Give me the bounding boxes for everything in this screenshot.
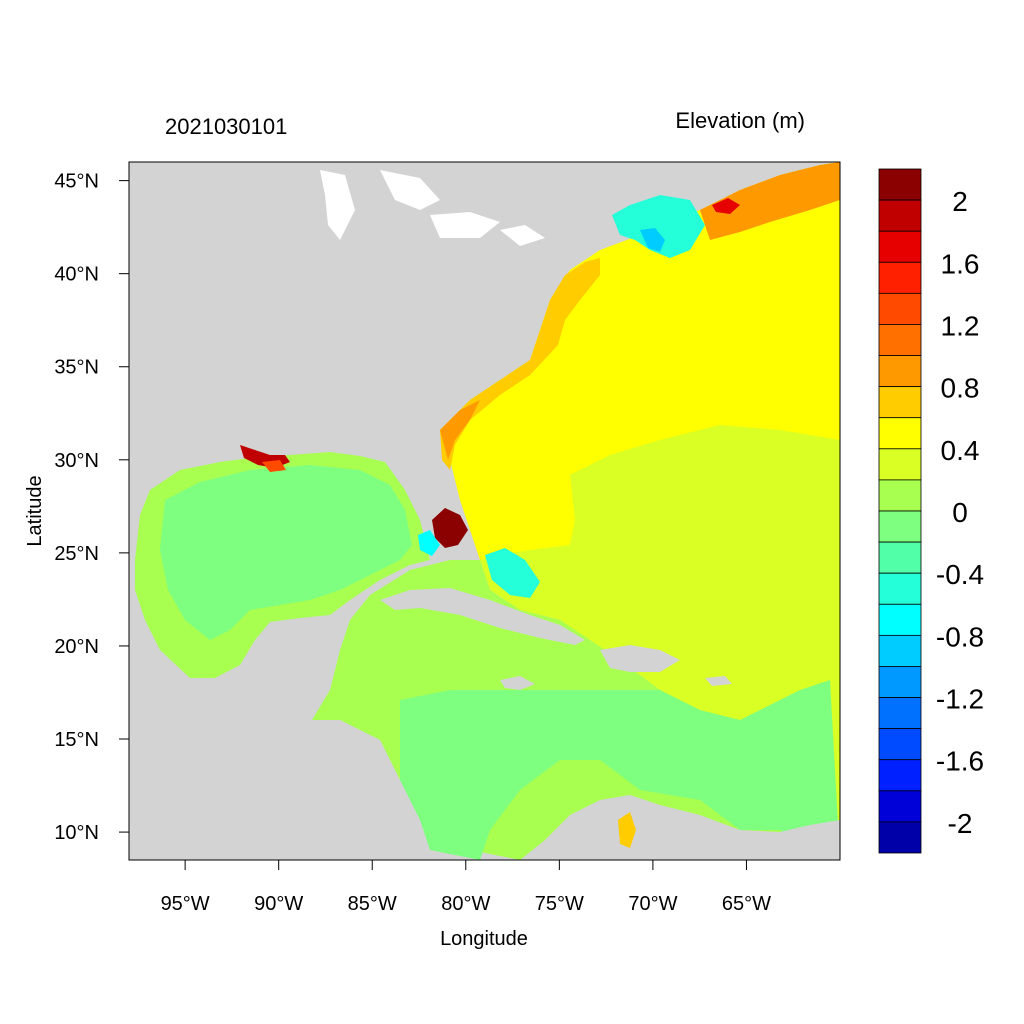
south-florida-surge bbox=[432, 508, 468, 548]
colorbar-label: -0.8 bbox=[936, 621, 984, 652]
scotian-shelf-high bbox=[712, 198, 740, 214]
right-title: Elevation (m) bbox=[675, 108, 805, 133]
colorbar-label: -0.4 bbox=[936, 559, 984, 590]
y-tick-label: 35°N bbox=[54, 357, 99, 379]
colorbar-swatch bbox=[878, 790, 922, 823]
colorbar-swatch bbox=[878, 386, 922, 419]
x-axis: 95°W 90°W 85°W 80°W 75°W 70°W 65°W bbox=[161, 860, 771, 915]
colorbar-swatch bbox=[878, 230, 922, 263]
south-atlantic-bight bbox=[440, 400, 480, 460]
gulf-interior-region bbox=[160, 465, 412, 640]
colorbar: 2 1.6 1.2 0.8 0.4 0 -0.4 -0.8 -1.2 -1.6 -2 bbox=[878, 168, 984, 854]
x-axis-label: Longitude bbox=[440, 928, 528, 950]
colorbar-swatch bbox=[878, 821, 922, 854]
colorbar-swatch bbox=[878, 479, 922, 512]
y-axis-label: Latitude bbox=[24, 475, 46, 546]
jamaica-island bbox=[500, 676, 535, 690]
x-tick-label: 85°W bbox=[348, 893, 397, 915]
central-america-land bbox=[129, 720, 440, 860]
y-tick-label: 20°N bbox=[54, 636, 99, 658]
puerto-rico-island bbox=[705, 676, 732, 686]
colorbar-swatch bbox=[878, 199, 922, 232]
colorbar-swatch bbox=[878, 634, 922, 667]
colorbar-label: -1.6 bbox=[936, 746, 984, 777]
colorbar-label: 2 bbox=[952, 186, 968, 217]
map-plot bbox=[129, 162, 840, 860]
colorbar-label: 1.2 bbox=[941, 310, 980, 341]
left-title: 2021030101 bbox=[165, 114, 287, 139]
colorbar-swatch bbox=[878, 324, 922, 356]
colorbar-swatch bbox=[878, 417, 922, 450]
x-tick-label: 90°W bbox=[254, 893, 303, 915]
gulf-of-maine-low bbox=[640, 228, 665, 252]
lake-maracaibo bbox=[618, 812, 636, 848]
x-tick-label: 70°W bbox=[628, 893, 677, 915]
y-tick-label: 45°N bbox=[54, 171, 99, 193]
colorbar-swatch bbox=[878, 666, 922, 698]
us-east-coast-shelf bbox=[440, 258, 600, 470]
gulf-of-maine-region bbox=[612, 195, 705, 258]
colorbar-label: 0 bbox=[952, 497, 968, 528]
y-tick-label: 25°N bbox=[54, 543, 99, 565]
colorbar-swatch bbox=[878, 448, 922, 481]
bahamas-region bbox=[485, 548, 540, 598]
y-tick-label: 15°N bbox=[54, 729, 99, 751]
colorbar-swatch bbox=[878, 292, 922, 325]
colorbar-swatch bbox=[878, 603, 922, 636]
colorbar-label: -2 bbox=[948, 808, 973, 839]
colorbar-swatch bbox=[878, 168, 922, 201]
y-tick-label: 40°N bbox=[54, 264, 99, 286]
south-america-land bbox=[520, 795, 840, 860]
colorbar-swatch bbox=[878, 355, 922, 388]
yucatan-land bbox=[258, 615, 335, 720]
gulf-coast-surge-2 bbox=[262, 460, 286, 472]
y-tick-label: 10°N bbox=[54, 822, 99, 844]
colorbar-swatch bbox=[878, 541, 922, 574]
y-tick-label: 30°N bbox=[54, 450, 99, 472]
hispaniola-island bbox=[600, 645, 680, 672]
caribbean-interior-region bbox=[400, 680, 840, 860]
x-tick-label: 75°W bbox=[535, 893, 584, 915]
x-tick-label: 65°W bbox=[722, 893, 771, 915]
x-tick-label: 95°W bbox=[161, 893, 210, 915]
cuba-island bbox=[380, 588, 585, 645]
colorbar-label: -1.2 bbox=[936, 684, 984, 715]
colorbar-label: 1.6 bbox=[941, 248, 980, 279]
colorbar-swatch bbox=[878, 572, 922, 605]
great-lakes bbox=[320, 170, 545, 246]
colorbar-swatch bbox=[878, 510, 922, 543]
colorbar-label: 0.4 bbox=[941, 435, 980, 466]
florida-straits-low bbox=[418, 530, 440, 556]
colorbar-label: 0.8 bbox=[941, 373, 980, 404]
colorbar-swatch bbox=[878, 759, 922, 792]
colorbar-swatch bbox=[878, 728, 922, 761]
colorbar-swatch bbox=[878, 697, 922, 730]
x-tick-label: 80°W bbox=[441, 893, 490, 915]
colorbar-swatch bbox=[878, 261, 922, 294]
scotian-shelf-region bbox=[700, 162, 840, 240]
y-axis: 45°N 40°N 35°N 30°N 25°N 20°N 15°N 10°N bbox=[54, 171, 129, 844]
plot-frame bbox=[128, 161, 841, 861]
